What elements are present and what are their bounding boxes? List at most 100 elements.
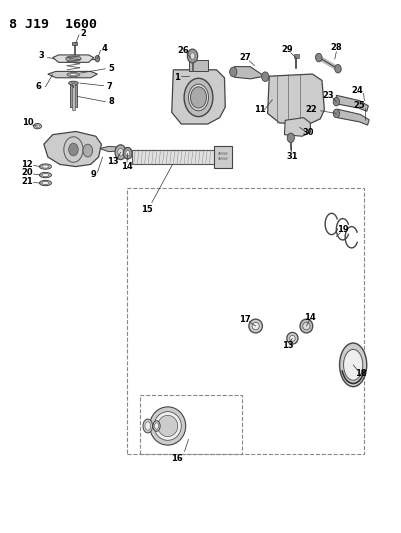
Text: 8: 8 xyxy=(109,97,115,106)
Circle shape xyxy=(124,148,132,159)
Ellipse shape xyxy=(70,74,77,76)
Ellipse shape xyxy=(340,343,367,386)
Circle shape xyxy=(95,55,100,62)
Bar xyxy=(72,42,77,45)
Ellipse shape xyxy=(145,422,150,430)
Polygon shape xyxy=(231,67,264,79)
Text: 24: 24 xyxy=(351,85,363,94)
Text: 25: 25 xyxy=(354,101,365,110)
Bar xyxy=(188,60,208,71)
Circle shape xyxy=(126,151,130,156)
Text: 12: 12 xyxy=(21,160,33,169)
Text: 30: 30 xyxy=(303,128,314,137)
Ellipse shape xyxy=(184,78,213,117)
Ellipse shape xyxy=(67,72,80,77)
Text: HARHAR: HARHAR xyxy=(218,157,229,161)
Circle shape xyxy=(190,87,207,108)
Polygon shape xyxy=(336,95,369,111)
Text: 1: 1 xyxy=(174,73,180,82)
Ellipse shape xyxy=(66,56,81,61)
Text: 22: 22 xyxy=(306,104,318,114)
Circle shape xyxy=(333,109,340,118)
Text: 11: 11 xyxy=(254,104,265,114)
Circle shape xyxy=(335,64,341,73)
Text: 13: 13 xyxy=(282,341,294,350)
Ellipse shape xyxy=(35,125,39,127)
Text: HARHAR: HARHAR xyxy=(218,152,229,156)
Polygon shape xyxy=(267,74,324,124)
Ellipse shape xyxy=(33,124,41,129)
Text: 29: 29 xyxy=(282,45,294,54)
Ellipse shape xyxy=(158,415,178,437)
Text: 5: 5 xyxy=(109,64,115,73)
Text: 14: 14 xyxy=(121,162,132,171)
Ellipse shape xyxy=(143,419,152,433)
Ellipse shape xyxy=(69,81,78,85)
Text: 6: 6 xyxy=(36,82,42,91)
Text: 14: 14 xyxy=(304,312,316,321)
Ellipse shape xyxy=(287,333,298,344)
Bar xyxy=(215,147,232,167)
Text: 16: 16 xyxy=(172,455,183,463)
Text: 3: 3 xyxy=(38,52,45,60)
Ellipse shape xyxy=(154,423,158,429)
Polygon shape xyxy=(48,71,97,78)
Ellipse shape xyxy=(150,407,186,445)
Text: 28: 28 xyxy=(330,43,342,52)
Circle shape xyxy=(187,49,198,63)
Text: 15: 15 xyxy=(141,205,152,214)
Ellipse shape xyxy=(300,319,313,333)
Text: 31: 31 xyxy=(287,152,298,161)
Circle shape xyxy=(69,143,78,156)
Polygon shape xyxy=(337,109,369,125)
Text: 9: 9 xyxy=(91,170,96,179)
Text: 26: 26 xyxy=(177,46,189,55)
Ellipse shape xyxy=(42,181,49,184)
Ellipse shape xyxy=(252,322,259,330)
Ellipse shape xyxy=(344,350,363,380)
Text: 2: 2 xyxy=(80,29,86,38)
Ellipse shape xyxy=(188,84,209,111)
Circle shape xyxy=(316,53,322,62)
Text: 19: 19 xyxy=(336,225,348,234)
Ellipse shape xyxy=(290,335,295,341)
Ellipse shape xyxy=(69,58,77,60)
Text: 20: 20 xyxy=(21,168,33,177)
Ellipse shape xyxy=(39,172,51,177)
Bar xyxy=(140,395,242,454)
Text: 21: 21 xyxy=(21,177,33,186)
Text: 17: 17 xyxy=(239,315,250,324)
Polygon shape xyxy=(172,70,225,124)
Circle shape xyxy=(230,67,237,77)
Polygon shape xyxy=(44,132,101,166)
Text: 27: 27 xyxy=(239,53,251,62)
Ellipse shape xyxy=(154,411,181,440)
Bar xyxy=(70,85,77,107)
Ellipse shape xyxy=(303,322,310,330)
Circle shape xyxy=(190,53,195,59)
Ellipse shape xyxy=(39,164,51,169)
Bar xyxy=(72,83,75,110)
Text: 23: 23 xyxy=(322,91,334,100)
Ellipse shape xyxy=(42,165,49,168)
Text: 13: 13 xyxy=(107,157,118,166)
Ellipse shape xyxy=(42,173,49,176)
Circle shape xyxy=(115,145,126,160)
Text: 8 J19  1600: 8 J19 1600 xyxy=(9,18,97,31)
Circle shape xyxy=(118,149,124,156)
Polygon shape xyxy=(100,147,124,152)
Bar xyxy=(127,188,365,454)
Bar xyxy=(294,54,299,58)
Text: 18: 18 xyxy=(354,369,366,378)
Circle shape xyxy=(333,98,340,106)
Text: 10: 10 xyxy=(22,118,34,127)
Ellipse shape xyxy=(71,82,75,84)
Polygon shape xyxy=(53,55,94,62)
Circle shape xyxy=(287,133,294,143)
Polygon shape xyxy=(284,118,310,136)
Text: 4: 4 xyxy=(102,44,107,53)
Circle shape xyxy=(83,144,93,157)
Ellipse shape xyxy=(153,421,160,431)
Ellipse shape xyxy=(249,319,262,333)
Ellipse shape xyxy=(39,180,51,185)
